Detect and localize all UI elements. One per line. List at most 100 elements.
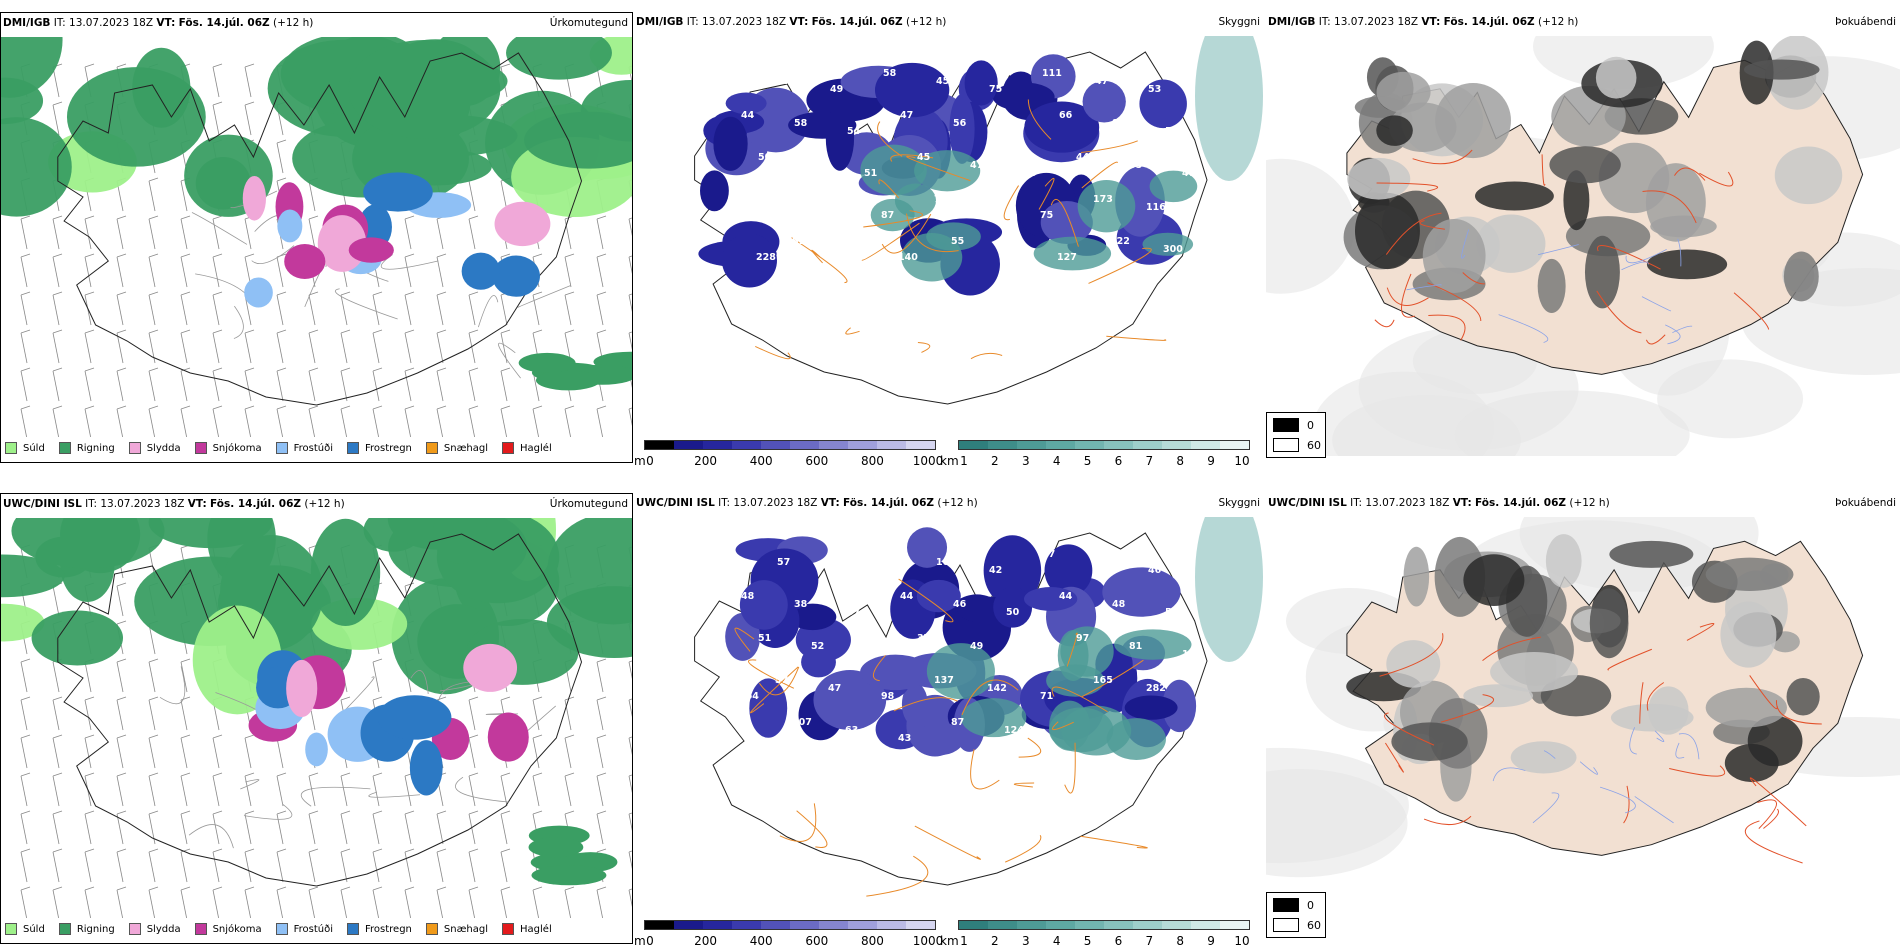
cloud-base-unit: m — [634, 454, 646, 468]
cloud-base-label: 37 — [847, 607, 860, 618]
colorbar-swatch — [1220, 921, 1249, 929]
colorbar-tick-label: 5 — [1083, 934, 1092, 948]
colorbar-tick-label: 0 — [646, 934, 654, 948]
colorbar-swatch — [674, 441, 703, 449]
colorbar-tick-label: 0 — [646, 454, 654, 468]
colorbar-swatch — [645, 441, 674, 449]
colorbar-tick-label: 400 — [749, 934, 773, 948]
colorbar-tick-label: 1 — [960, 934, 968, 948]
panel-header: DMI/IGB IT: 13.07.2023 18Z VT: Fös. 14.j… — [636, 16, 947, 28]
panel-header: UWC/DINI ISL IT: 13.07.2023 18Z VT: Fös.… — [1268, 497, 1610, 509]
cloud-base-label: 44 — [741, 110, 755, 121]
cloud-base-label: 50 — [1006, 607, 1020, 618]
cloud-base-label: 71 — [1040, 691, 1053, 702]
precip-legend-item: Rigning — [58, 923, 115, 935]
cloud-base-label: 50 — [1165, 607, 1179, 618]
cloud-base-label: 87 — [1112, 118, 1125, 129]
colorbar-tick-label: 400 — [749, 454, 773, 468]
colorbar-tick-label: 5 — [1083, 454, 1092, 468]
colorbar-tick-label: 7 — [1145, 934, 1154, 948]
precip-legend-item: Haglél — [502, 923, 552, 935]
colorbar-swatch — [819, 441, 848, 449]
precip-legend-swatch — [502, 442, 515, 454]
precip-legend-label: Snjókoma — [212, 923, 262, 935]
precip-legend-item: Slydda — [128, 923, 181, 935]
visibility-colorbar-strip — [958, 440, 1250, 450]
fog-legend-low-swatch — [1273, 898, 1299, 912]
panel-title: Skyggni — [1218, 16, 1261, 28]
precip-type-panel-dmi: DMI/IGB IT: 13.07.2023 18Z VT: Fös. 14.j… — [0, 12, 633, 463]
cloud-base-label: 282 — [1146, 683, 1166, 694]
precip-legend-swatch — [194, 442, 207, 454]
cloud-base-label: 58 — [794, 118, 808, 129]
cloud-base-label: 60 — [775, 194, 789, 205]
cloud-base-label: 264 — [739, 691, 759, 702]
colorbar-swatch — [1162, 921, 1191, 929]
cloud-base-label: 47 — [1042, 549, 1055, 560]
visibility-colorbar: km 1 2 3 4 5 6 7 8 9 10 — [940, 434, 1270, 470]
colorbar-tick-label: 9 — [1207, 454, 1215, 468]
cloud-base-label: 47 — [970, 160, 983, 171]
cloud-base-label: 50 — [809, 278, 823, 289]
cloud-base-label: 45 — [936, 76, 949, 87]
precip-legend-item: Frostúði — [275, 442, 333, 454]
panel-title: Skyggni — [1218, 497, 1261, 509]
cloud-base-label: 300 — [1163, 244, 1183, 255]
cloud-base-label: 47 — [1095, 76, 1108, 87]
fog-panel-dmi: DMI/IGB IT: 13.07.2023 18Z VT: Fös. 14.j… — [1266, 12, 1900, 463]
cloud-base-label: 47 — [1182, 168, 1195, 179]
precip-legend-item: Snjókoma — [194, 442, 262, 454]
colorbar-tick-label: 3 — [1021, 934, 1030, 948]
colorbar-swatch — [959, 921, 988, 929]
cloud-base-label: 48 — [1023, 168, 1037, 179]
cloud-base-label: 51 — [758, 633, 771, 644]
cloud-base-map: 17 57 49 58 45 75 111 47 53 44 58 54 47 56 52 66 87 51 50 6… — [694, 36, 1263, 405]
precip-legend-swatch — [58, 442, 71, 454]
precip-legend-label: Haglél — [520, 442, 552, 454]
colorbar-tick-label: 1000 — [912, 934, 944, 948]
precip-legend-label: Snæhagl — [443, 442, 489, 454]
colorbar-tick-label: 800 — [860, 454, 884, 468]
cloud-base-label: 56 — [953, 118, 967, 129]
cloud-base-label: 46 — [1148, 565, 1162, 576]
cloud-base-label: 165 — [1093, 675, 1113, 686]
cloud-base-label: 122 — [1110, 236, 1130, 247]
colorbar-swatch — [1162, 441, 1191, 449]
precip-legend-label: Súld — [23, 923, 45, 935]
precip-legend-swatch — [5, 442, 17, 454]
cloud-base-label: 43 — [898, 733, 911, 744]
cloud-base-label: 45 — [917, 152, 930, 163]
colorbar-tick-label: 200 — [694, 934, 718, 948]
cloud-base-label: 46 — [1023, 649, 1037, 660]
colorbar-swatch — [1017, 441, 1046, 449]
precip-legend-item: Snjókoma — [194, 923, 262, 935]
cloud-base-label: 54 — [847, 126, 861, 137]
fog-legend-high-swatch — [1273, 918, 1299, 932]
colorbar-tick-label: 4 — [1052, 934, 1061, 948]
cloud-base-label: 124 — [1004, 725, 1024, 736]
cloud-base-label: 58 — [883, 68, 897, 79]
cloud-base-label: 137 — [934, 675, 954, 686]
panel-title: Úrkomutegund — [549, 17, 628, 29]
cloud-base-label: 48 — [862, 286, 876, 297]
cloud-base-label: 44 — [1059, 591, 1073, 602]
colorbar-swatch — [703, 441, 732, 449]
cloud-base-label: 47 — [900, 110, 913, 121]
cloud-base-label: 107 — [792, 717, 812, 728]
colorbar-tick-label: 8 — [1176, 934, 1185, 948]
colorbar-tick-label: 2 — [991, 454, 999, 468]
cloud-base-label: 17 — [724, 68, 737, 79]
colorbar-tick-label: 10 — [1234, 454, 1250, 468]
cloud-base-label: 87 — [951, 717, 964, 728]
colorbar-swatch — [988, 921, 1017, 929]
cloud-base-label: 47 — [987, 202, 1000, 213]
cloud-base-label: 81 — [1129, 641, 1142, 652]
cloud-base-label: 87 — [881, 210, 894, 221]
panel-title: Þokuábendi — [1835, 16, 1896, 28]
cloud-base-label: 228 — [756, 252, 776, 263]
precip-legend-label: Frostregn — [365, 923, 412, 935]
colorbar-tick-label: 4 — [1052, 454, 1061, 468]
cloud-base-label: 48 — [741, 591, 755, 602]
colorbar-tick-label: 600 — [805, 454, 829, 468]
colorbar-swatch — [1104, 441, 1133, 449]
